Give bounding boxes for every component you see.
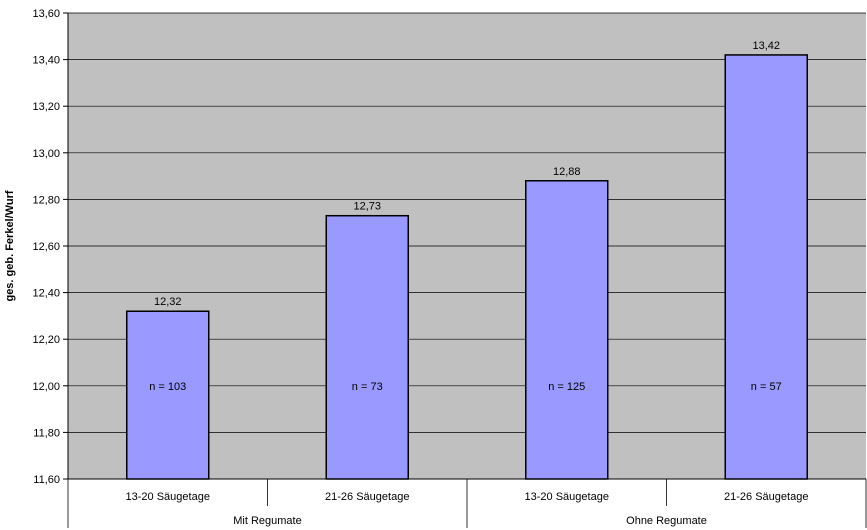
bar-sample-size-label: n = 73 — [352, 381, 383, 393]
x-category-label: 21-26 Säugetage — [724, 491, 808, 503]
y-tick-label: 12,00 — [32, 381, 60, 393]
bar-sample-size-label: n = 57 — [751, 381, 782, 393]
y-tick-label: 13,60 — [32, 8, 60, 20]
y-tick-label: 13,20 — [32, 101, 60, 113]
y-tick-label: 13,00 — [32, 148, 60, 160]
y-tick-label: 12,80 — [32, 194, 60, 206]
bar-sample-size-label: n = 125 — [548, 381, 585, 393]
y-tick-label: 11,80 — [33, 427, 60, 439]
y-tick-label: 12,40 — [32, 288, 60, 300]
y-axis-ticks: 11,60 11,80 12,00 12,20 12,40 12,60 12,80 13,00… — [32, 8, 69, 486]
x-axis: 13-20 Säugetage 21-26 Säugetage 13-20 Säug… — [67, 478, 867, 528]
bar — [325, 214, 409, 480]
bar — [525, 180, 609, 480]
x-group-label: Ohne Regumate — [626, 515, 707, 527]
x-category-label: 13-20 Säugetage — [525, 491, 609, 503]
y-tick-label: 12,60 — [32, 241, 60, 253]
bar-value-label: 12,32 — [154, 296, 182, 308]
y-tick-label: 11,60 — [33, 474, 60, 486]
bar-value-label: 12,88 — [553, 166, 581, 178]
y-tick-label: 13,40 — [32, 55, 60, 67]
bar-value-label: 13,42 — [752, 40, 780, 52]
x-category-label: 13-20 Säugetage — [126, 491, 210, 503]
y-axis-title: ges. geb. Ferkel/Wurf — [4, 190, 16, 301]
bar — [724, 54, 808, 480]
bar-sample-size-label: n = 103 — [149, 381, 186, 393]
bar-value-label: 12,73 — [353, 201, 381, 213]
x-group-label: Mit Regumate — [233, 515, 301, 527]
x-category-label: 21-26 Säugetage — [325, 491, 409, 503]
bar — [126, 310, 210, 480]
y-tick-label: 12,20 — [32, 334, 60, 346]
bar-labels: 12,32 n = 103 12,73 n = 73 12,88 n = 125 13,42… — [149, 40, 781, 393]
